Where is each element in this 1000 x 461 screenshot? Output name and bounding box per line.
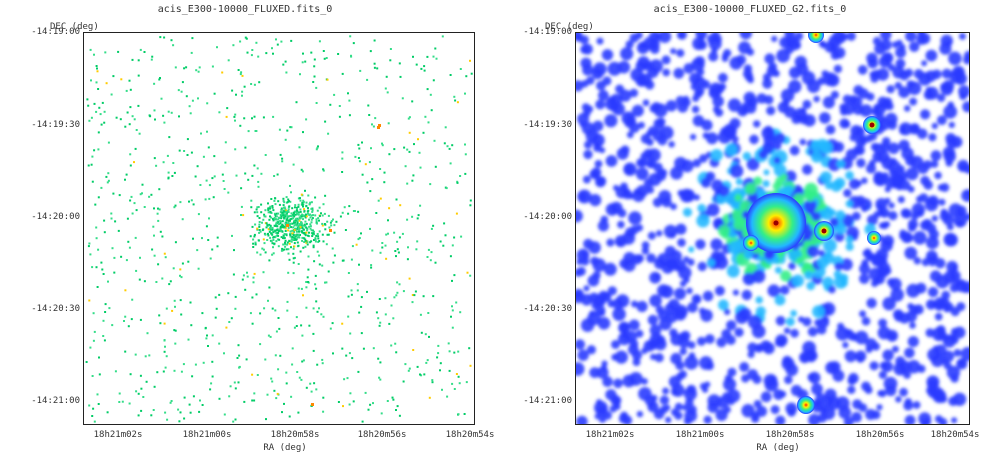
dec-tick: -14:19:00 xyxy=(31,27,80,37)
fluxed-image-view[interactable] xyxy=(83,32,475,425)
ra-tick: 18h20m58s xyxy=(765,430,815,440)
dec-axis-label: DEC (deg) xyxy=(50,22,99,32)
dec-tick: -14:20:00 xyxy=(523,212,572,222)
ra-tick: 18h20m54s xyxy=(930,430,980,440)
dec-tick: -14:20:30 xyxy=(523,304,572,314)
panel-left: acis_E300-10000_FLUXED.fits_0 DEC (deg) … xyxy=(0,0,494,461)
dec-tick: -14:20:00 xyxy=(31,212,80,222)
smoothed-image xyxy=(576,33,969,424)
dec-tick: -14:19:30 xyxy=(523,120,572,130)
ra-tick: 18h21m00s xyxy=(675,430,725,440)
ra-tick: 18h20m58s xyxy=(270,430,320,440)
ra-tick: 18h20m54s xyxy=(445,430,495,440)
ra-tick: 18h21m02s xyxy=(585,430,635,440)
dec-tick: -14:21:00 xyxy=(31,396,80,406)
panel-title: acis_E300-10000_FLUXED_G2.fits_0 xyxy=(653,4,847,15)
ra-tick: 18h20m56s xyxy=(357,430,407,440)
ra-tick: 18h21m02s xyxy=(93,430,143,440)
ra-axis-label: RA (deg) xyxy=(263,443,307,453)
ra-tick: 18h21m00s xyxy=(182,430,232,440)
smoothed-image-view[interactable] xyxy=(575,32,970,425)
panel-right: acis_E300-10000_FLUXED_G2.fits_0 DEC (de… xyxy=(505,0,995,461)
ra-axis-label: RA (deg) xyxy=(756,443,800,453)
counts-image xyxy=(85,35,473,423)
dec-axis-label: DEC (deg) xyxy=(545,22,594,32)
panel-title: acis_E300-10000_FLUXED.fits_0 xyxy=(157,4,333,15)
dec-tick: -14:21:00 xyxy=(523,396,572,406)
ra-tick: 18h20m56s xyxy=(855,430,905,440)
dec-tick: -14:19:30 xyxy=(31,120,80,130)
dec-tick: -14:19:00 xyxy=(523,27,572,37)
dec-tick: -14:20:30 xyxy=(31,304,80,314)
